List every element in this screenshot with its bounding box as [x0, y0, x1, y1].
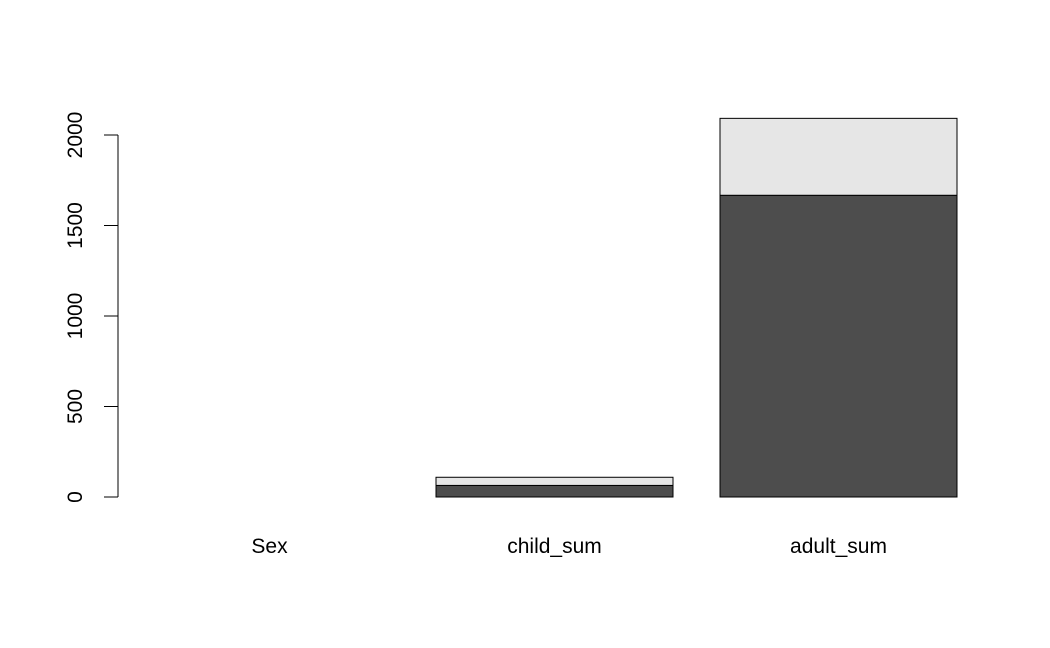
bar-adult_sum-segment-1	[719, 194, 958, 498]
category-label-Sex: Sex	[251, 535, 288, 558]
bar-child_sum-segment-2	[435, 476, 674, 486]
y-tick-label-500: 500	[64, 389, 87, 424]
bars	[435, 117, 958, 498]
category-label-child_sum: child_sum	[507, 535, 602, 558]
category-label-adult_sum: adult_sum	[790, 535, 887, 558]
y-tick-label-1500: 1500	[64, 202, 87, 249]
category-labels: Sex child_sum adult_sum	[251, 535, 887, 558]
y-tick-label-0: 0	[64, 491, 87, 503]
bar-child_sum-segment-1	[435, 484, 674, 498]
y-tick-label-2000: 2000	[64, 112, 87, 159]
bar-adult_sum-segment-2	[719, 117, 958, 196]
y-axis: 0 500 1000 1500 2000	[64, 112, 119, 503]
y-tick-label-1000: 1000	[64, 293, 87, 340]
